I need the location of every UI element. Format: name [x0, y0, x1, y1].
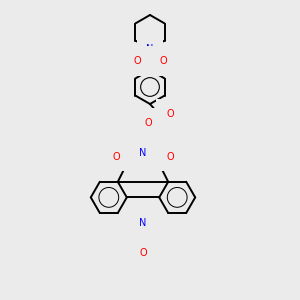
Text: O: O	[112, 152, 120, 162]
Text: N: N	[146, 44, 154, 54]
Text: N: N	[139, 148, 147, 158]
Text: O: O	[159, 56, 167, 66]
Text: O: O	[166, 109, 174, 119]
Text: O: O	[144, 118, 152, 128]
Text: O: O	[133, 56, 141, 66]
Text: O: O	[139, 248, 147, 258]
Text: O: O	[166, 152, 174, 162]
Text: S: S	[147, 56, 153, 66]
Text: N: N	[139, 218, 147, 228]
